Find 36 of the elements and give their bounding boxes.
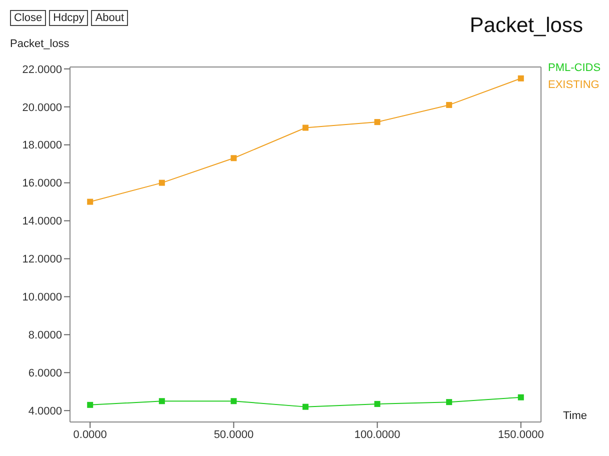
point (87, 198, 94, 205)
point (518, 75, 524, 82)
y-tick-label: 4.0000 (28, 406, 62, 418)
point (158, 398, 165, 404)
point (518, 394, 524, 400)
hardcopy-button: Hdcpy (49, 10, 88, 26)
text: EXISTING (548, 78, 600, 93)
y-tick-label: 20.0000 (22, 102, 62, 114)
close-button: Close (10, 10, 46, 26)
chart-title: Packet_loss (470, 14, 583, 38)
y-tick-label: 14.0000 (22, 216, 62, 228)
x-tick-label: 0.0000 (73, 428, 107, 441)
x-tick-label: 50.0000 (214, 428, 254, 441)
point (87, 402, 94, 408)
y-axis-title: Packet_loss (10, 38, 70, 50)
x-tick-label: 150.0000 (498, 428, 544, 441)
y-tick-label: 22.0000 (22, 64, 62, 76)
point (374, 400, 380, 407)
y-tick-label: 16.0000 (22, 178, 62, 190)
point (158, 180, 165, 186)
point (302, 404, 308, 410)
x-tick-label: 100.0000 (354, 428, 400, 441)
point (446, 399, 452, 406)
point (446, 102, 452, 108)
y-tick-label: 8.0000 (28, 330, 62, 342)
y-tick-label: 10.0000 (22, 292, 62, 304)
point (374, 119, 380, 126)
y-tick-label: 18.0000 (22, 140, 62, 152)
y-tick-label: 12.0000 (22, 254, 62, 266)
point (302, 124, 308, 131)
point (230, 398, 237, 404)
text: PML-CIDS (548, 61, 601, 76)
about-button: About (91, 10, 128, 26)
x-axis-title: Time (563, 410, 588, 422)
y-tick-label: 6.0000 (28, 368, 62, 380)
point (230, 155, 237, 162)
